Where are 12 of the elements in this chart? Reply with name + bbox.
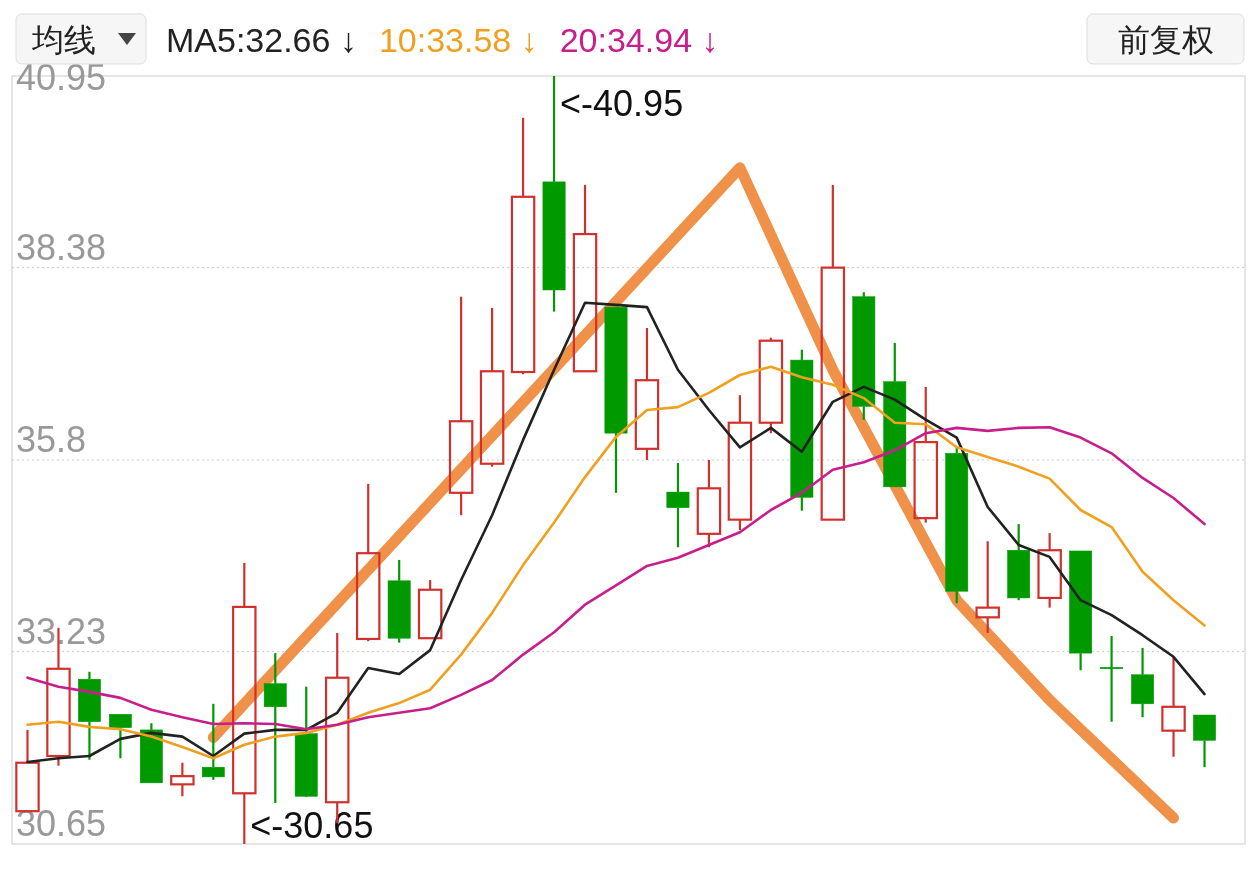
text: 前复权 bbox=[1117, 22, 1214, 58]
y-tick-label: 35.8 bbox=[16, 419, 87, 460]
legend-title: 均线 bbox=[31, 22, 96, 58]
annotation: <-40.95 bbox=[560, 83, 684, 124]
y-tick-label: 33.23 bbox=[16, 610, 107, 652]
y-tick-label: 30.65 bbox=[16, 803, 107, 844]
text: MA5:32.66 ↓ bbox=[166, 21, 357, 59]
y-tick-label: 40.95 bbox=[16, 57, 107, 98]
annotation: <-30.65 bbox=[250, 805, 374, 846]
text: 10:33.58 ↓ bbox=[378, 21, 538, 59]
y-tick-label: 38.38 bbox=[16, 226, 107, 268]
text: 20:34.94 ↓ bbox=[559, 21, 719, 59]
